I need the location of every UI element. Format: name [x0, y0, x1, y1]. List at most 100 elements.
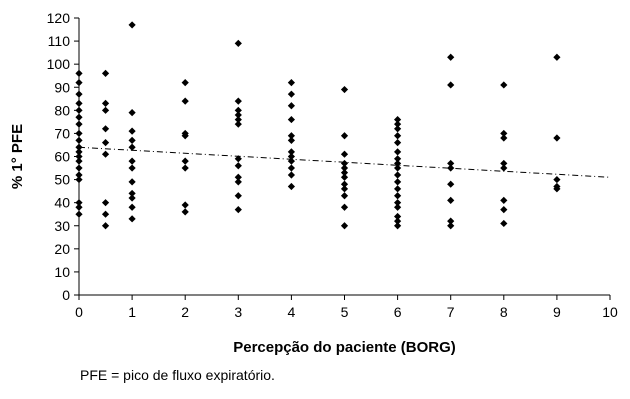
- data-point: [287, 79, 295, 87]
- data-point: [234, 106, 242, 114]
- data-point: [394, 125, 402, 133]
- data-point: [394, 132, 402, 140]
- data-point: [394, 192, 402, 200]
- data-point: [340, 85, 349, 94]
- x-tick-label: 4: [288, 304, 296, 320]
- data-point: [500, 129, 508, 138]
- data-point: [234, 178, 242, 186]
- data-point: [447, 180, 455, 188]
- data-point: [287, 102, 295, 110]
- data-point: [394, 199, 402, 207]
- data-point: [500, 159, 508, 168]
- data-point: [75, 90, 83, 98]
- data-point: [234, 39, 242, 47]
- data-point: [340, 185, 349, 193]
- data-point: [101, 222, 110, 230]
- data-point: [287, 148, 295, 156]
- data-point: [181, 132, 189, 140]
- x-axis-title: Percepção do paciente (BORG): [233, 339, 456, 356]
- data-point: [75, 129, 83, 138]
- data-point: [394, 171, 402, 179]
- data-point: [447, 81, 455, 89]
- x-tick-label: 6: [394, 304, 402, 320]
- y-tick-label: 70: [54, 125, 70, 141]
- data-point: [128, 143, 136, 151]
- data-point: [128, 215, 136, 223]
- data-point: [500, 205, 508, 214]
- data-point: [101, 139, 110, 147]
- data-point: [75, 199, 83, 207]
- data-point: [75, 79, 83, 87]
- data-point: [447, 196, 455, 204]
- x-tick-label: 5: [341, 304, 349, 320]
- y-tick-label: 20: [54, 241, 70, 257]
- data-point: [234, 155, 242, 163]
- data-point: [234, 205, 242, 214]
- data-point: [128, 203, 136, 211]
- scatter-plot: 0 10 20 30 40 50 60 70 80 90 100 110 120 0 1 2 3 4 5 6 7 8 9 1…: [9, 10, 618, 356]
- data-point: [340, 222, 349, 230]
- data-point: [500, 196, 508, 204]
- data-point: [234, 162, 242, 170]
- data-point: [75, 157, 83, 165]
- data-point: [394, 139, 402, 147]
- x-tick-label: 3: [234, 304, 242, 320]
- data-point: [447, 53, 455, 61]
- data-point: [394, 222, 402, 230]
- data-point: [128, 21, 136, 29]
- data-point: [340, 192, 349, 200]
- y-tick-label: 40: [54, 195, 70, 211]
- data-point: [340, 173, 349, 181]
- data-point: [394, 155, 402, 163]
- data-point: [287, 164, 295, 172]
- y-tick-label: 100: [47, 56, 71, 72]
- y-tick-label: 30: [54, 218, 70, 234]
- data-point: [128, 109, 136, 117]
- data-point: [394, 120, 402, 128]
- data-point: [75, 152, 83, 161]
- data-point: [128, 157, 136, 165]
- data-point: [181, 157, 189, 165]
- data-point: [128, 194, 136, 202]
- data-point: [500, 164, 508, 172]
- data-point: [234, 115, 242, 124]
- x-tick-label: 9: [553, 304, 561, 320]
- y-axis-ticks: 0 10 20 30 40 50 60 70 80 90 100 110 120: [47, 10, 79, 303]
- data-point: [553, 185, 561, 193]
- y-axis-title: % 1° PFE: [9, 124, 26, 189]
- x-tick-label: 10: [602, 304, 618, 320]
- y-tick-label: 50: [54, 172, 70, 188]
- data-point: [447, 159, 455, 168]
- y-tick-label: 10: [54, 264, 70, 280]
- data-point: [234, 111, 242, 119]
- data-point: [75, 99, 83, 108]
- x-axis-ticks: 0 1 2 3 4 5 6 7 8 9 10: [75, 295, 618, 320]
- data-point: [394, 178, 402, 186]
- data-point: [500, 219, 508, 228]
- data-point: [394, 212, 402, 221]
- data-point: [75, 203, 83, 211]
- data-point: [75, 120, 83, 128]
- data-point: [181, 164, 189, 172]
- data-point: [128, 164, 136, 172]
- data-point: [101, 69, 110, 77]
- data-point: [340, 159, 349, 168]
- data-point: [394, 203, 402, 211]
- data-point: [340, 132, 349, 140]
- data-point: [101, 199, 110, 207]
- data-point: [234, 97, 242, 105]
- data-point: [234, 192, 242, 200]
- data-point: [287, 132, 295, 140]
- data-point: [340, 150, 349, 158]
- data-points: [75, 21, 561, 230]
- data-point: [500, 134, 508, 142]
- data-point: [394, 164, 402, 172]
- data-point: [394, 159, 402, 168]
- y-tick-label: 90: [54, 79, 70, 95]
- y-tick-label: 80: [54, 102, 70, 118]
- data-point: [287, 171, 295, 179]
- data-point: [394, 148, 402, 156]
- data-point: [75, 175, 83, 184]
- data-point: [234, 120, 242, 128]
- data-point: [75, 106, 83, 114]
